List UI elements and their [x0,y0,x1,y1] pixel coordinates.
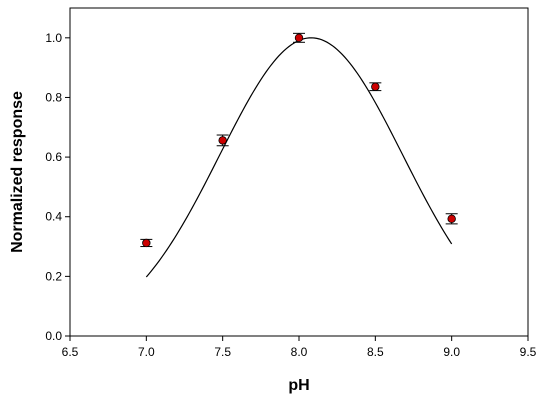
y-axis-label: Normalized response [9,91,26,253]
y-tick-label: 0.6 [45,150,62,164]
x-tick-label: 9.5 [520,345,537,359]
x-tick-label: 6.5 [62,345,79,359]
data-point [447,214,456,224]
fit-curve [145,37,453,278]
data-point [371,82,380,91]
y-tick-label: 0.8 [45,90,62,104]
x-tick-label: 9.0 [443,345,460,359]
x-tick-label: 7.0 [138,345,155,359]
y-tick-label: 0.4 [45,210,62,224]
data-point [294,33,304,43]
x-tick-label: 7.5 [214,345,231,359]
data-point [142,238,151,248]
data-point [218,136,227,145]
y-axis: 0.0 0.2 0.4 0.6 0.8 1.0 [45,31,70,343]
x-tick-label: 8.5 [367,345,384,359]
y-tick-label: 0.0 [45,329,62,343]
x-tick-label: 8.0 [291,345,308,359]
y-tick-label: 1.0 [45,31,62,45]
x-axis: 6.5 7.0 7.5 8.0 8.5 9.0 9.5 [62,336,537,359]
y-tick-label: 0.2 [45,269,62,283]
x-axis-label: pH [288,377,309,394]
plot-frame [69,7,529,337]
data-points [140,32,458,248]
